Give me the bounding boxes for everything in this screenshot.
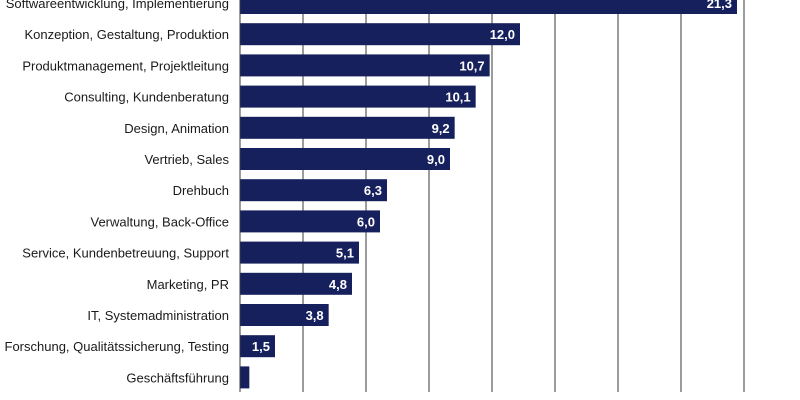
value-label-10: 3,8 (306, 308, 324, 323)
value-label-0: 21,3 (707, 0, 732, 11)
category-label-8: Service, Kundenbetreuung, Support (22, 246, 229, 261)
bar-10 (240, 304, 329, 326)
bars (240, 0, 737, 389)
value-labels: 21,3 12,0 10,7 10,1 9,2 9,0 6,3 6,0 5,1 4,8 3,8 1,5 (252, 0, 732, 354)
category-labels: Softwareentwicklung, Implementierung Konz… (5, 0, 230, 385)
category-label-10: IT, Systemadministration (87, 308, 229, 323)
bar-8 (240, 241, 359, 264)
category-label-5: Vertrieb, Sales (144, 152, 229, 167)
value-label-7: 6,0 (357, 214, 375, 229)
value-label-3: 10,1 (445, 90, 470, 105)
category-label-2: Produktmanagement, Projektleitung (22, 58, 229, 73)
bar-4 (240, 116, 455, 139)
category-label-11: Forschung, Qualitätssicherung, Testing (5, 339, 230, 354)
value-label-11: 1,5 (252, 339, 270, 354)
bar-7 (240, 210, 380, 233)
bar-6 (240, 179, 387, 202)
category-label-6: Drehbuch (173, 183, 229, 198)
category-label-0: Softwareentwicklung, Implementierung (6, 0, 229, 11)
bar-11 (240, 335, 275, 358)
value-label-2: 10,7 (459, 58, 484, 73)
value-label-6: 6,3 (364, 183, 382, 198)
bar-1 (240, 23, 520, 46)
value-label-5: 9,0 (427, 152, 445, 167)
bar-9 (240, 272, 352, 295)
value-label-8: 5,1 (336, 246, 354, 261)
bar-12 (240, 366, 250, 389)
bar-5 (240, 148, 450, 170)
category-label-3: Consulting, Kundenberatung (64, 90, 229, 105)
category-label-7: Verwaltung, Back-Office (91, 214, 230, 229)
value-label-9: 4,8 (329, 277, 347, 292)
category-label-9: Marketing, PR (147, 277, 229, 292)
bar-3 (240, 85, 476, 108)
category-label-1: Konzeption, Gestaltung, Produktion (24, 27, 229, 42)
value-label-4: 9,2 (432, 121, 450, 136)
bar-0 (240, 0, 737, 14)
category-label-12: Geschäftsführung (126, 370, 229, 385)
value-label-1: 12,0 (490, 27, 515, 42)
category-label-4: Design, Animation (124, 121, 229, 136)
bar-2 (240, 54, 490, 77)
